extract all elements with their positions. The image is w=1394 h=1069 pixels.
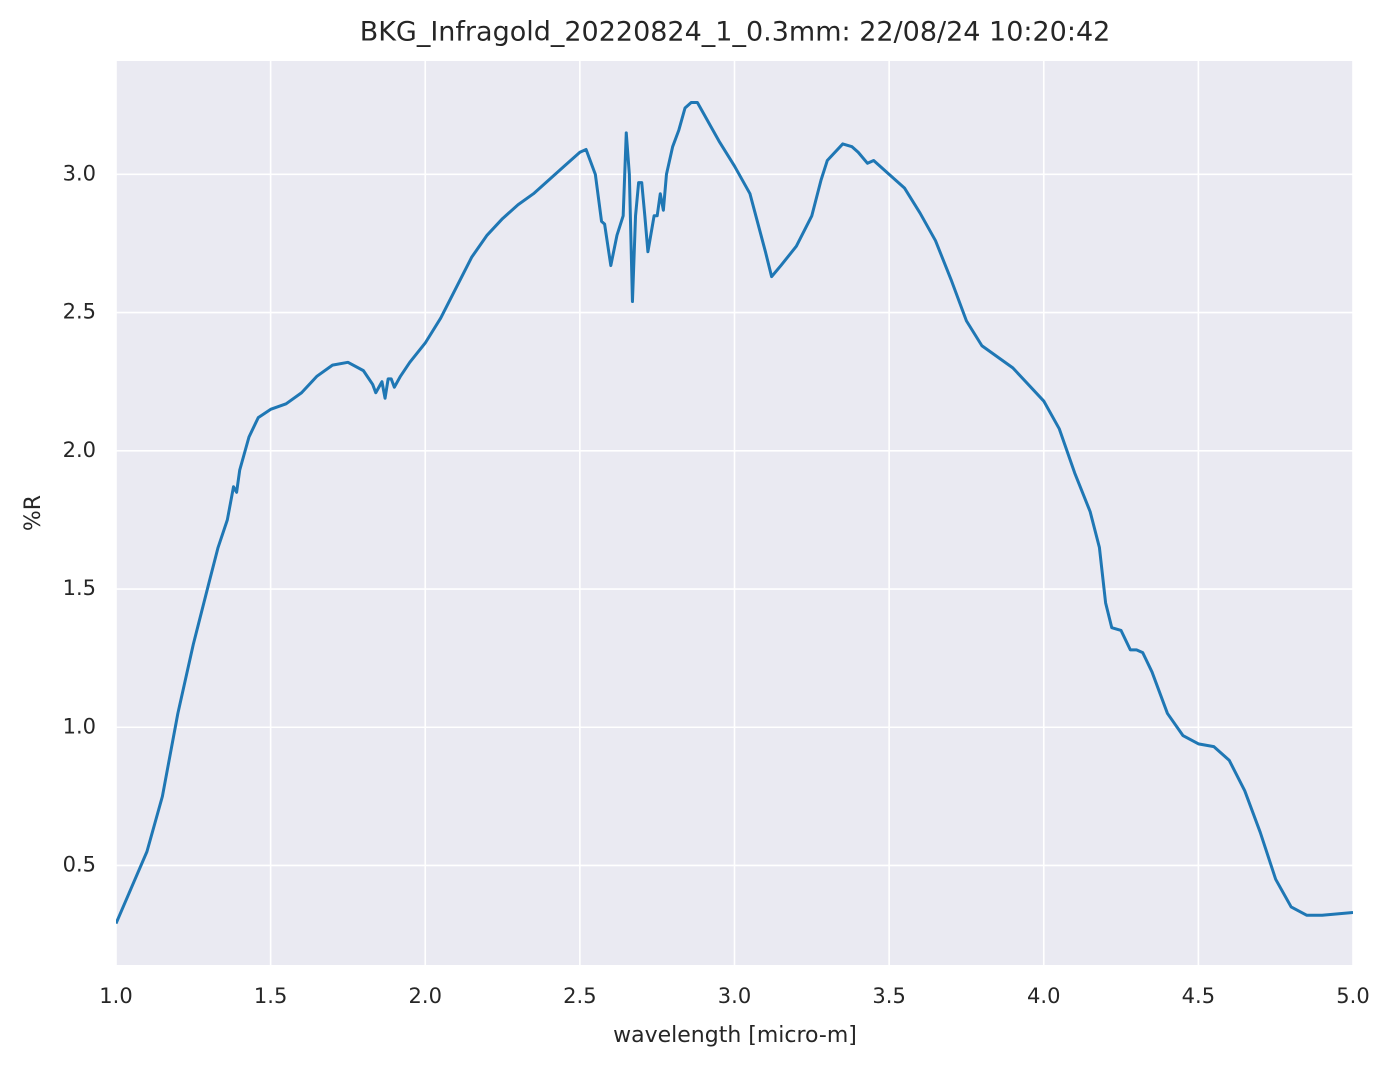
x-tick-label: 5.0 <box>1336 984 1369 1008</box>
x-tick-label: 3.5 <box>872 984 905 1008</box>
y-tick-label: 1.5 <box>63 576 96 600</box>
chart-title: BKG_Infragold_20220824_1_0.3mm: 22/08/24… <box>360 17 1111 48</box>
x-tick-label: 1.0 <box>99 984 132 1008</box>
x-axis-label: wavelength [micro-m] <box>613 1023 857 1048</box>
y-tick-label: 2.0 <box>63 438 96 462</box>
x-tick-label: 1.5 <box>254 984 287 1008</box>
x-tick-label: 4.0 <box>1027 984 1060 1008</box>
x-tick-label: 2.0 <box>409 984 442 1008</box>
y-tick-label: 2.5 <box>63 300 96 324</box>
y-tick-label: 1.0 <box>63 714 96 738</box>
x-tick-label: 3.0 <box>718 984 751 1008</box>
x-tick-label: 2.5 <box>563 984 596 1008</box>
y-tick-label: 0.5 <box>63 852 96 876</box>
x-tick-label: 4.5 <box>1182 984 1215 1008</box>
y-axis-label: %R <box>21 495 46 531</box>
data-line <box>116 100 1353 925</box>
y-tick-label: 3.0 <box>63 161 96 185</box>
